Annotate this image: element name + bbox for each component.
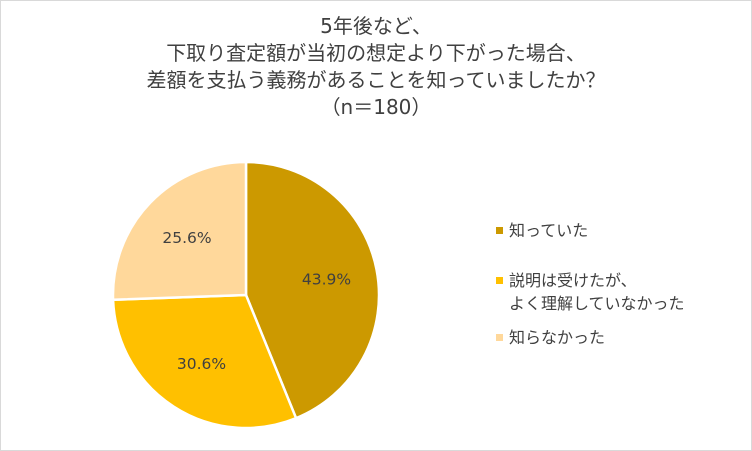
- data-label-unknown: 25.6%: [162, 229, 211, 247]
- legend-label-explained: 説明は受けたが、 よく理解していなかった: [509, 271, 685, 313]
- title-line-1: 5年後など、: [320, 14, 432, 38]
- title-line-4: （n＝180）: [320, 95, 432, 119]
- chart-title: 5年後など、 下取り査定額が当初の想定より下がった場合、 差額を支払う義務がある…: [1, 13, 751, 121]
- legend-marker-explained: [496, 277, 503, 284]
- legend-label-unknown: 知らなかった: [509, 328, 606, 347]
- data-label-known: 43.9%: [302, 270, 351, 288]
- title-line-3: 差額を支払う義務があることを知っていましたか？: [146, 68, 606, 92]
- pie-slice-known: [244, 160, 381, 420]
- pie-slice-explained: [111, 293, 298, 430]
- data-label-explained: 30.6%: [177, 355, 226, 373]
- legend-label-known: 知っていた: [509, 221, 589, 240]
- title-line-2: 下取り査定額が当初の想定より下がった場合、: [166, 41, 586, 65]
- legend-marker-unknown: [496, 334, 503, 341]
- legend-marker-known: [496, 227, 503, 234]
- pie-slice-unknown: [111, 160, 248, 302]
